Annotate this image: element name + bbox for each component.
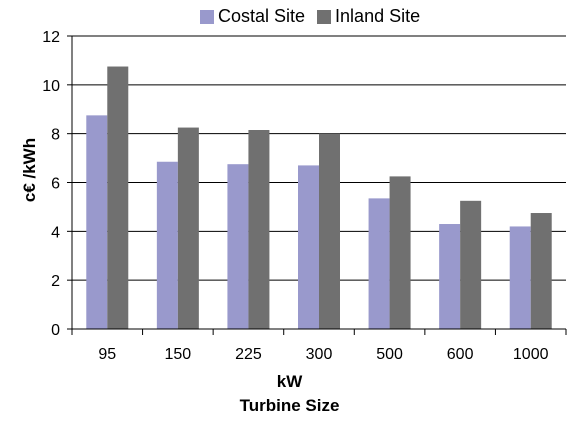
y-axis-title: c€ /kWh	[20, 137, 39, 203]
y-tick-label: 0	[51, 322, 60, 339]
bar-costal-600	[439, 224, 461, 329]
legend-swatch-costal	[200, 9, 214, 24]
x-axis-title-line2: Turbine Size	[239, 396, 340, 415]
legend-label-costal: Costal Site	[218, 6, 306, 26]
x-tick-label: 1000	[513, 346, 549, 363]
bar-inland-95	[107, 66, 129, 329]
y-tick-label: 12	[42, 29, 60, 46]
bar-costal-225	[227, 164, 249, 329]
y-tick-label: 4	[51, 224, 60, 241]
y-tick-label: 8	[51, 127, 60, 144]
bar-costal-300	[298, 165, 319, 329]
y-tick-label: 10	[42, 78, 60, 95]
bar-costal-95	[86, 115, 108, 330]
legend-label-inland: Inland Site	[335, 6, 421, 26]
bar-inland-225	[248, 130, 270, 329]
x-tick-label: 300	[306, 346, 333, 363]
bar-inland-600	[460, 200, 482, 329]
legend-item-inland: Inland Site	[317, 6, 420, 27]
x-axis-title-line1: kW	[276, 372, 303, 391]
y-tick-label: 2	[51, 273, 60, 290]
legend: Costal Site Inland Site	[200, 6, 432, 27]
y-tick-label: 6	[51, 176, 60, 193]
bar-inland-500	[389, 176, 411, 329]
bar-inland-1000	[530, 213, 552, 329]
legend-item-costal: Costal Site	[200, 6, 305, 27]
x-tick-label: 95	[98, 346, 116, 363]
x-tick-label: 225	[235, 346, 262, 363]
bar-inland-300	[319, 133, 340, 329]
bar-costal-500	[368, 198, 390, 329]
x-tick-label: 500	[376, 346, 403, 363]
bar-costal-1000	[509, 226, 531, 329]
legend-swatch-inland	[317, 9, 332, 24]
x-tick-label: 600	[447, 346, 474, 363]
x-tick-label: 150	[165, 346, 192, 363]
bar-costal-150	[156, 161, 178, 329]
bar-inland-150	[177, 127, 199, 329]
